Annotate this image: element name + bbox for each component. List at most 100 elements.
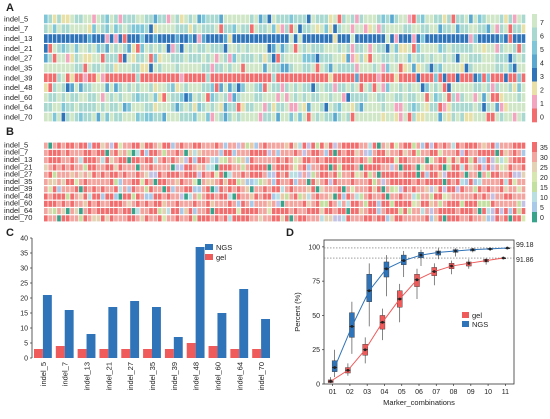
x-tick-label: indel_21 [104, 362, 113, 390]
heatmap-cell [455, 24, 460, 34]
heatmap-cell [359, 73, 364, 83]
heatmap-cell [324, 208, 329, 215]
heatmap-cell [201, 208, 206, 215]
heatmap-cell [337, 171, 342, 178]
heatmap-cell [263, 178, 267, 186]
heatmap-cell [425, 171, 429, 178]
heatmap-cell [219, 171, 223, 178]
heatmap-cell [337, 44, 342, 53]
heatmap-cell [105, 157, 110, 164]
heatmap-cell [499, 83, 504, 92]
heatmap-cell [495, 44, 500, 53]
heatmap-cell [232, 83, 237, 92]
heatmap-cell [232, 24, 237, 34]
heatmap-cell [122, 186, 127, 193]
heatmap-cell [157, 171, 162, 178]
heatmap-cell [109, 208, 114, 215]
heatmap-cell [192, 171, 197, 178]
heatmap-cell [52, 14, 57, 24]
heatmap-cell [118, 73, 123, 83]
heatmap-cell [289, 112, 294, 122]
heatmap-cell [61, 208, 66, 215]
heatmap-cell [219, 34, 223, 43]
heatmap-cell [355, 24, 359, 34]
heatmap-cell [140, 171, 145, 178]
heatmap-cell [355, 83, 359, 92]
heatmap-cell [162, 102, 166, 112]
heatmap-cell [285, 112, 289, 122]
heatmap-cell [79, 83, 83, 92]
heatmap-cell [192, 200, 197, 207]
mean-point [432, 270, 436, 273]
heatmap-cell [429, 193, 434, 200]
heatmap-cell [320, 186, 324, 193]
heatmap-cell [127, 53, 131, 63]
heatmap-cell [149, 164, 153, 171]
heatmap-cell [390, 200, 394, 207]
bar-gel [186, 343, 196, 358]
heatmap-cell [79, 178, 83, 186]
heatmap-cell [372, 186, 377, 193]
heatmap-cell [263, 193, 267, 200]
heatmap-cell [184, 164, 188, 171]
heatmap-cell [245, 215, 250, 222]
heatmap-cell [79, 112, 83, 122]
heatmap-cell [140, 34, 145, 43]
heatmap-cell [197, 112, 202, 122]
heatmap-cell [96, 44, 101, 53]
heatmap-cell [271, 208, 276, 215]
legend-swatch-ngs [462, 321, 469, 327]
heatmap-cell [162, 63, 166, 73]
heatmap-cell [87, 93, 92, 102]
heatmap-cell [433, 112, 438, 122]
heatmap-cell [429, 142, 434, 149]
heatmap-cell [346, 14, 351, 24]
heatmap-cell [455, 200, 460, 207]
heatmap-cell [48, 193, 53, 200]
heatmap-cell [254, 44, 259, 53]
heatmap-cell [79, 24, 83, 34]
heatmap-cell [162, 164, 166, 171]
heatmap-cell [280, 44, 285, 53]
heatmap-cell [232, 34, 237, 43]
heatmap-cell [210, 93, 215, 102]
heatmap-cell [271, 142, 276, 149]
bar-ngs [152, 307, 161, 358]
heatmap-cell [100, 44, 105, 53]
heatmap-cell [490, 178, 495, 186]
heatmap-cell [280, 83, 285, 92]
heatmap-cell [258, 44, 263, 53]
heatmap-cell [171, 164, 175, 171]
heatmap-cell [455, 149, 460, 156]
heatmap-cell [455, 14, 460, 24]
heatmap-cell [109, 164, 114, 171]
heatmap-cell [377, 93, 381, 102]
heatmap-cell [96, 200, 101, 207]
heatmap-cell [105, 83, 110, 92]
heatmap-cell [206, 142, 210, 149]
heatmap-cell [228, 102, 232, 112]
heatmap-cell [153, 93, 158, 102]
heatmap-cell [460, 73, 464, 83]
heatmap-cell [350, 102, 355, 112]
heatmap-cell [508, 73, 513, 83]
heatmap-cell [223, 63, 228, 73]
heatmap-cell [214, 200, 219, 207]
heatmap-cell [206, 63, 210, 73]
heatmap-cell [482, 24, 486, 34]
heatmap-cell [157, 73, 162, 83]
heatmap-cell [57, 164, 61, 171]
heatmap-cell [499, 200, 504, 207]
heatmap-cell [412, 215, 416, 222]
heatmap-cell [241, 178, 245, 186]
heatmap-cell [184, 112, 188, 122]
heatmap-cell [136, 83, 140, 92]
heatmap-cell [280, 215, 285, 222]
heatmap-cell [153, 208, 158, 215]
heatmap-cell [267, 102, 272, 112]
heatmap-cell [412, 44, 416, 53]
heatmap-cell [44, 186, 48, 193]
heatmap-cell [381, 73, 386, 83]
heatmap-cell [271, 157, 276, 164]
heatmap-cell [249, 44, 254, 53]
